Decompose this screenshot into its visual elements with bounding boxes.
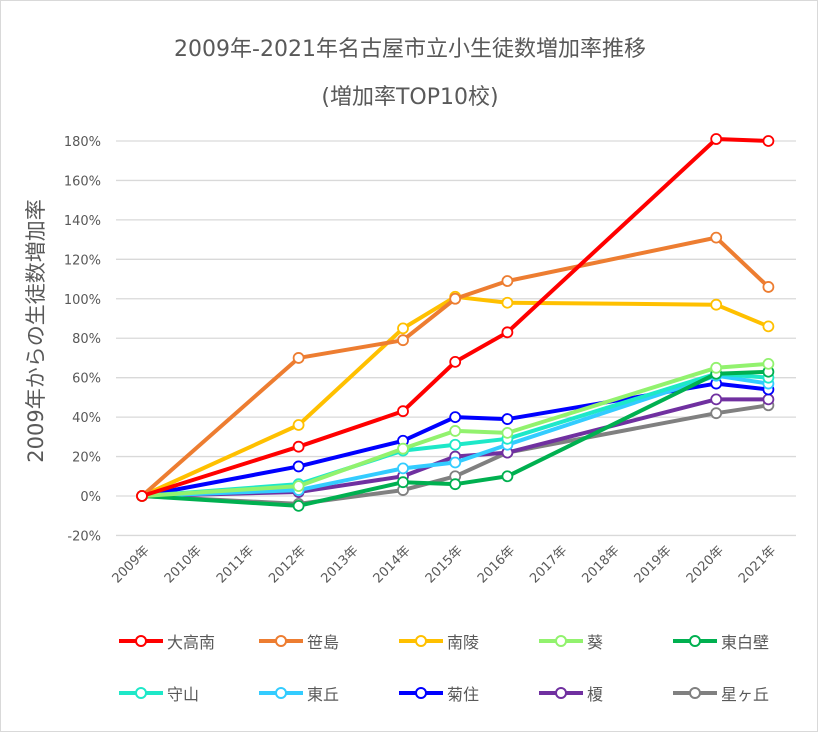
x-tick-label: 2015年 <box>423 543 466 586</box>
legend-item: 葵 <box>539 629 603 653</box>
y-tick-label: 0% <box>80 490 101 505</box>
y-tick-label: -20% <box>67 529 101 544</box>
data-point <box>292 419 305 431</box>
legend-item: 榎 <box>539 681 603 705</box>
legend-label: 南陵 <box>447 633 480 652</box>
y-tick-label: 140% <box>64 214 101 229</box>
y-axis-label: 2009年からの生徒数増加率 <box>24 199 48 462</box>
data-point <box>292 460 305 473</box>
y-tick-label: 120% <box>64 253 101 268</box>
legend-label: 東丘 <box>307 685 340 704</box>
data-point <box>501 426 514 439</box>
data-point <box>397 462 409 475</box>
chart-title: 2009年-2021年名古屋市立小生徒数増加率推移 <box>174 37 646 62</box>
legend-swatch <box>259 687 303 699</box>
data-point <box>449 292 462 305</box>
data-point <box>449 456 462 469</box>
legend-label: 笹島 <box>307 633 340 652</box>
data-point <box>710 298 723 311</box>
legend-item: 星ヶ丘 <box>673 681 769 705</box>
data-point <box>762 393 775 406</box>
legend-swatch <box>539 687 583 699</box>
x-tick-label: 2011年 <box>214 543 257 586</box>
data-point <box>501 275 514 287</box>
legend-label: 大高南 <box>167 633 216 652</box>
legend-swatch <box>673 687 717 699</box>
legend-item: 菊住 <box>399 681 479 705</box>
y-tick-label: 40% <box>72 411 101 426</box>
x-tick-label: 2009年 <box>110 543 153 586</box>
legend-item: 守山 <box>119 681 199 705</box>
y-tick-label: 80% <box>72 332 101 347</box>
data-point <box>449 478 462 491</box>
legend-swatch <box>399 687 443 699</box>
y-tick-label: 20% <box>72 451 101 466</box>
data-point <box>449 411 462 424</box>
data-point <box>397 322 409 335</box>
data-point <box>762 357 775 370</box>
data-point <box>397 442 409 455</box>
legend-item: 東丘 <box>259 681 339 705</box>
data-point <box>710 393 723 406</box>
data-point <box>449 355 462 368</box>
x-tick-label: 2016年 <box>475 543 518 586</box>
legend-swatch <box>259 635 303 647</box>
x-tick-label: 2010年 <box>162 543 205 586</box>
legend-item: 東白壁 <box>673 629 769 653</box>
y-tick-label: 180% <box>64 135 101 150</box>
legend-label: 星ヶ丘 <box>721 685 770 704</box>
data-point <box>501 413 514 425</box>
data-point <box>397 334 409 347</box>
data-point <box>501 326 514 339</box>
data-point <box>292 480 305 493</box>
x-tick-label: 2017年 <box>527 543 570 586</box>
legend-label: 菊住 <box>447 685 480 704</box>
chart-subtitle: (増加率TOP10校) <box>321 85 499 110</box>
data-point <box>710 407 723 420</box>
x-tick-label: 2021年 <box>736 543 779 586</box>
legend-swatch <box>119 687 163 699</box>
data-point <box>762 135 775 147</box>
legend-item: 笹島 <box>259 629 339 653</box>
legend-label: 榎 <box>587 685 604 704</box>
data-point <box>501 296 514 309</box>
data-point <box>449 438 462 451</box>
data-point <box>292 352 305 364</box>
x-tick-label: 2018年 <box>579 543 622 586</box>
x-tick-label: 2013年 <box>318 543 361 586</box>
data-point <box>292 440 305 453</box>
legend-swatch <box>539 635 583 647</box>
data-point <box>449 425 462 437</box>
data-point <box>762 281 775 293</box>
data-point <box>710 133 723 145</box>
data-point <box>292 499 305 512</box>
y-tick-label: 60% <box>72 372 101 387</box>
data-point <box>397 476 409 489</box>
legend-item: 南陵 <box>399 629 479 653</box>
legend-label: 葵 <box>587 633 604 652</box>
legend-swatch <box>399 635 443 647</box>
legend-item: 大高南 <box>119 629 215 653</box>
data-point <box>762 320 775 333</box>
legend-label: 守山 <box>167 685 200 704</box>
data-point <box>710 231 723 244</box>
legend-swatch <box>119 635 163 647</box>
data-point <box>710 361 723 374</box>
y-tick-label: 160% <box>64 174 101 189</box>
data-point <box>501 470 514 483</box>
x-tick-label: 2012年 <box>266 543 309 586</box>
x-tick-label: 2019年 <box>632 543 675 586</box>
data-point <box>397 405 409 418</box>
legend-swatch <box>673 635 717 647</box>
legend-label: 東白壁 <box>721 633 770 652</box>
x-tick-label: 2020年 <box>684 543 727 586</box>
data-point <box>136 490 148 502</box>
y-tick-label: 100% <box>64 293 101 308</box>
x-tick-label: 2014年 <box>371 543 414 586</box>
